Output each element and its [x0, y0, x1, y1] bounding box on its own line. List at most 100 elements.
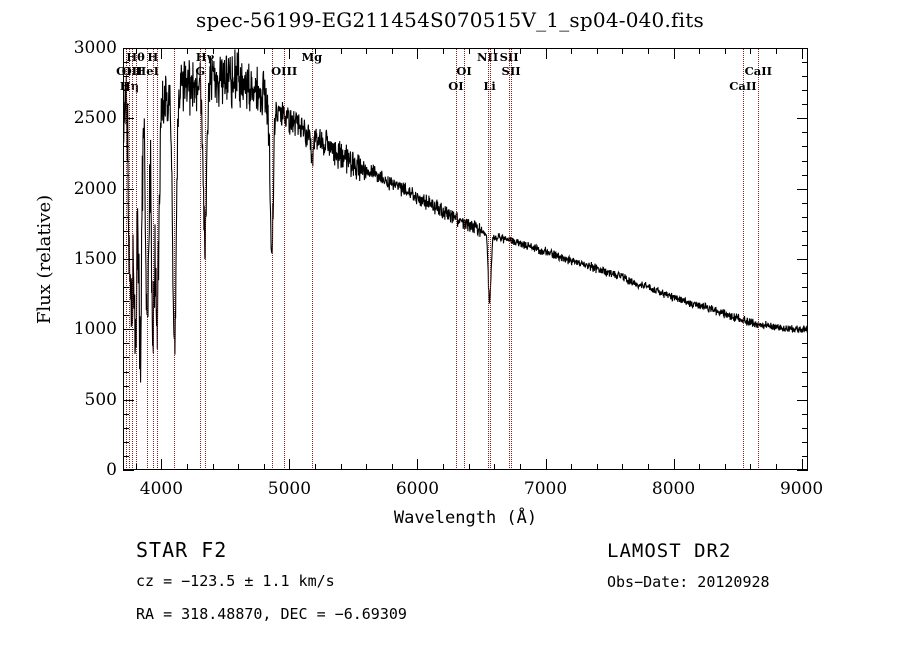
x-tick-minor: [622, 48, 624, 54]
x-tick-minor: [647, 48, 649, 54]
spectrum-curve: [123, 49, 808, 383]
x-tick-minor: [468, 48, 470, 54]
x-tick-minor: [699, 464, 701, 470]
y-tick-mark: [797, 259, 808, 260]
y-tick-minor: [123, 76, 129, 78]
x-tick-label: 9000: [779, 479, 824, 499]
y-tick-minor: [802, 230, 808, 232]
x-tick-minor: [750, 48, 752, 54]
y-tick-minor: [123, 90, 129, 92]
y-axis-label: Flux (relative): [34, 48, 56, 470]
footer-redshift-velocity: cz = −123.5 ± 1.1 km/s: [136, 572, 335, 590]
x-tick-minor: [187, 48, 189, 54]
y-tick-minor: [802, 371, 808, 373]
x-tick-minor: [263, 464, 265, 470]
x-tick-minor: [187, 464, 189, 470]
x-tick-minor: [340, 464, 342, 470]
y-tick-minor: [123, 132, 129, 134]
x-tick-label: 6000: [395, 479, 440, 499]
x-tick-minor: [622, 464, 624, 470]
y-tick-label: 2000: [73, 178, 117, 199]
y-tick-label: 1000: [73, 319, 117, 340]
x-tick-mark: [545, 48, 547, 59]
y-tick-minor: [123, 287, 129, 289]
x-tick-mark: [161, 459, 163, 470]
x-tick-label: 7000: [523, 479, 568, 499]
x-tick-minor: [340, 48, 342, 54]
x-tick-mark: [161, 48, 163, 59]
x-tick-minor: [468, 464, 470, 470]
plot-frame: [123, 48, 808, 470]
x-tick-minor: [238, 464, 240, 470]
x-tick-minor: [443, 48, 445, 54]
x-tick-minor: [699, 48, 701, 54]
y-tick-minor: [123, 174, 129, 176]
x-tick-minor: [494, 48, 496, 54]
x-tick-minor: [519, 48, 521, 54]
x-tick-minor: [391, 48, 393, 54]
y-tick-minor: [123, 273, 129, 275]
y-tick-minor: [802, 244, 808, 246]
y-tick-minor: [802, 132, 808, 134]
y-tick-mark: [123, 188, 134, 190]
footer-coordinates: RA = 318.48870, DEC = −6.69309: [136, 605, 407, 623]
y-tick-mark: [797, 470, 808, 471]
x-tick-mark: [417, 459, 419, 470]
y-tick-minor: [802, 273, 808, 275]
y-tick-minor: [802, 174, 808, 176]
y-tick-minor: [802, 315, 808, 317]
footer-survey-name: LAMOST DR2: [607, 540, 732, 562]
x-axis-label: Wavelength (Å): [393, 508, 538, 528]
y-tick-label: 1500: [73, 249, 117, 269]
x-tick-minor: [315, 48, 317, 54]
x-tick-minor: [391, 464, 393, 470]
y-tick-minor: [802, 441, 808, 443]
y-tick-mark: [797, 329, 808, 331]
y-tick-minor: [123, 202, 129, 204]
x-tick-minor: [775, 464, 777, 470]
x-tick-minor: [443, 464, 445, 470]
x-tick-minor: [366, 48, 368, 54]
y-tick-minor: [123, 385, 129, 387]
x-tick-mark: [673, 459, 675, 470]
y-tick-minor: [123, 244, 129, 246]
x-tick-minor: [647, 464, 649, 470]
y-tick-mark: [123, 259, 134, 260]
y-tick-minor: [802, 104, 808, 106]
x-tick-label: 8000: [651, 479, 696, 499]
y-tick-label: 2500: [73, 108, 117, 129]
y-tick-label: 3000: [73, 38, 117, 58]
x-tick-minor: [263, 48, 265, 54]
y-tick-minor: [123, 230, 129, 232]
y-tick-minor: [802, 76, 808, 78]
x-tick-minor: [494, 464, 496, 470]
y-tick-minor: [123, 104, 129, 106]
x-tick-minor: [724, 464, 726, 470]
y-tick-mark: [797, 399, 808, 401]
x-tick-minor: [571, 48, 573, 54]
y-tick-minor: [802, 385, 808, 387]
y-tick-mark: [797, 188, 808, 190]
x-tick-minor: [238, 48, 240, 54]
y-tick-minor: [123, 455, 129, 457]
x-tick-minor: [775, 48, 777, 54]
y-tick-minor: [802, 160, 808, 162]
x-tick-minor: [212, 48, 214, 54]
y-tick-minor: [802, 343, 808, 345]
y-tick-minor: [123, 357, 129, 359]
y-tick-minor: [802, 287, 808, 289]
y-tick-minor: [802, 413, 808, 415]
x-tick-minor: [519, 464, 521, 470]
y-tick-minor: [802, 427, 808, 429]
y-tick-minor: [123, 62, 129, 64]
x-tick-mark: [673, 48, 675, 59]
x-tick-mark: [289, 459, 291, 470]
x-tick-minor: [135, 48, 137, 54]
y-tick-minor: [802, 62, 808, 64]
y-tick-minor: [123, 160, 129, 162]
x-tick-minor: [724, 48, 726, 54]
y-tick-mark: [123, 118, 134, 120]
y-tick-mark: [797, 118, 808, 120]
x-tick-minor: [315, 464, 317, 470]
y-axis-label-text: Flux (relative): [34, 194, 56, 324]
